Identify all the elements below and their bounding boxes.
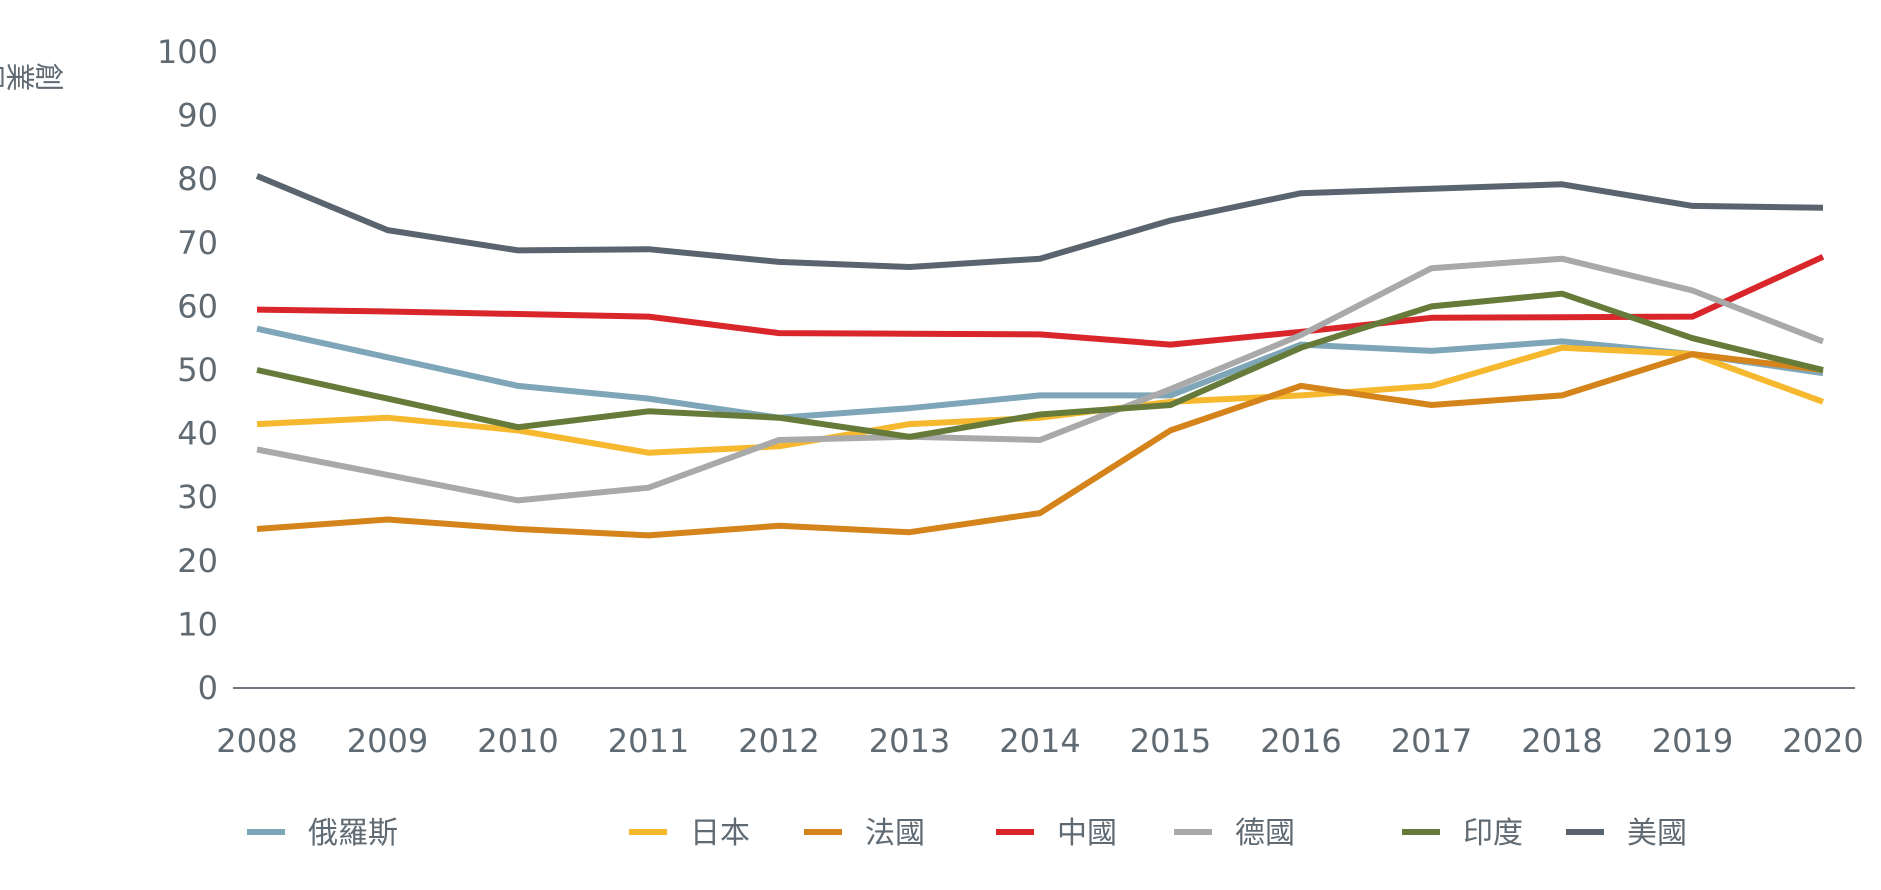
x-tick-label: 2019: [1652, 722, 1733, 760]
y-tick-label: 70: [177, 224, 218, 262]
legend-label: 法國: [865, 816, 925, 851]
y-axis-label: 創業風險態度評分（0-100分）: [0, 58, 64, 92]
legend-label: 德國: [1235, 816, 1295, 851]
x-tick-label: 2014: [999, 722, 1080, 760]
series-line-2: [256, 351, 1824, 539]
y-tick-label: 100: [157, 33, 218, 71]
series-line-5: [256, 290, 1824, 440]
series-lines: [255, 173, 1825, 539]
y-tick-label: 0: [198, 669, 218, 707]
x-tick-label: 2015: [1130, 722, 1211, 760]
x-tick-label: 2012: [738, 722, 819, 760]
series-line-3: [256, 254, 1825, 348]
legend: 俄羅斯 日本 法國 中國 德國 印度 美國: [247, 816, 1687, 851]
y-tick-label: 40: [177, 415, 218, 453]
series-line-1: [256, 344, 1825, 456]
y-tick-label: 90: [177, 97, 218, 135]
legend-label: 印度: [1463, 816, 1523, 851]
x-tick-label: 2017: [1391, 722, 1472, 760]
x-tick-label: 2020: [1782, 722, 1863, 760]
y-tick-label: 30: [177, 478, 218, 516]
series-line-4: [256, 255, 1825, 504]
x-axis-ticks: 2008 2009 2010 2011 2012 2013 2014 2015 2016 2017…: [216, 722, 1863, 760]
legend-label: 中國: [1057, 816, 1117, 851]
y-tick-label: 50: [177, 351, 218, 389]
x-tick-label: 2018: [1521, 722, 1602, 760]
x-tick-label: 2011: [608, 722, 689, 760]
legend-label: 俄羅斯: [308, 816, 398, 851]
y-axis-ticks: 0 10 20 30 40 50 60 70 80 90 100: [157, 33, 218, 707]
legend-label: 日本: [690, 816, 750, 851]
series-line-0: [256, 325, 1824, 421]
x-tick-label: 2013: [869, 722, 950, 760]
y-tick-label: 10: [177, 605, 218, 643]
x-tick-label: 2016: [1260, 722, 1341, 760]
x-tick-label: 2008: [216, 722, 297, 760]
y-tick-label: 60: [177, 287, 218, 325]
y-tick-label: 80: [177, 160, 218, 198]
x-tick-label: 2010: [477, 722, 558, 760]
x-tick-label: 2009: [347, 722, 428, 760]
y-tick-label: 20: [177, 542, 218, 580]
legend-label: 美國: [1627, 816, 1687, 851]
series-line-6: [255, 173, 1824, 270]
